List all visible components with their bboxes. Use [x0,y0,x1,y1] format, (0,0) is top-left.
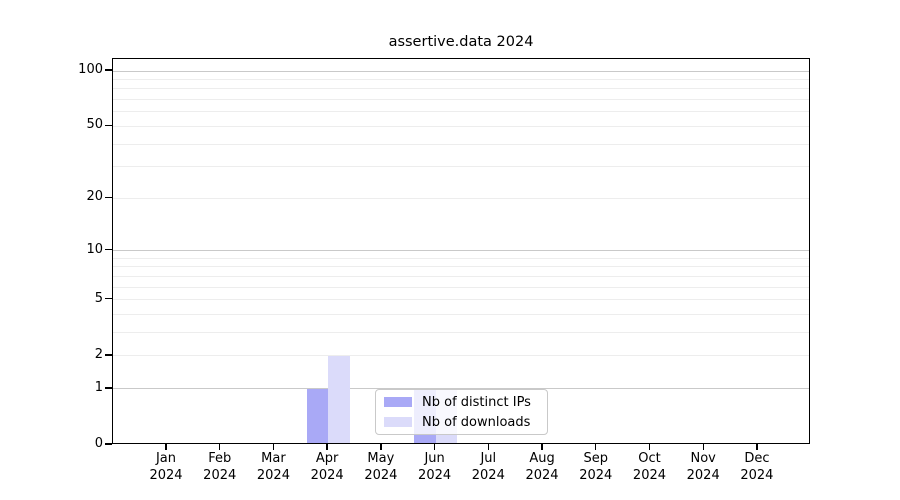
gridline [113,299,809,301]
gridline [113,125,809,127]
x-tick-label: Feb 2024 [188,450,252,484]
y-tick-mark [105,69,112,71]
x-tick-mark [756,444,758,450]
x-tick-mark [165,444,167,450]
gridline [113,88,809,90]
y-tick-mark [105,387,112,389]
gridline [113,275,809,277]
x-tick-month: Sep [583,451,608,466]
x-tick-year: 2024 [203,468,237,483]
y-tick-mark [105,443,112,445]
gridline [113,314,809,316]
y-tick-label: 5 [94,290,103,306]
x-tick-year: 2024 [632,468,667,483]
x-tick-label: Jun 2024 [403,450,467,484]
bar-downloads-apr [328,355,350,444]
gridline [113,355,809,357]
x-tick-month: Dec [744,451,770,466]
gridline-major [113,250,809,252]
x-tick-label: Sep 2024 [564,450,628,484]
x-tick-mark [487,444,489,450]
legend-label-downloads: Nb of downloads [422,414,531,430]
x-tick-month: Jul [480,451,497,466]
gridline [113,197,809,199]
y-tick-label: 100 [78,62,103,77]
x-tick-label: Jul 2024 [456,450,520,484]
legend-swatch-distinct-ips-icon [384,397,412,407]
x-tick-mark [595,444,597,450]
legend: Nb of distinct IPs Nb of downloads [375,389,548,435]
x-tick-mark [433,444,436,450]
y-tick-mark [105,248,112,251]
legend-swatch-downloads-icon [384,417,412,427]
x-tick-month: Mar [261,451,286,466]
y-tick-mark [105,298,112,300]
x-tick-year: 2024 [686,468,720,483]
y-tick-label: 50 [86,117,103,133]
x-tick-mark [380,444,382,450]
x-tick-year: 2024 [256,468,290,483]
gridline [113,78,809,80]
gridline [113,143,809,145]
plot-area: Nb of distinct IPs Nb of downloads [112,58,810,444]
x-tick-label: Dec 2024 [725,450,789,484]
x-tick-label: Aug 2024 [510,450,574,484]
gridline [113,266,809,268]
chart-title: assertive.data 2024 [388,34,534,50]
gridline [113,111,809,113]
x-tick-month: Feb [208,451,232,466]
x-tick-year: 2024 [471,468,505,483]
x-tick-year: 2024 [149,468,183,483]
x-tick-month: Oct [638,451,661,466]
x-tick-month: Apr [315,451,339,466]
x-tick-mark [219,444,221,450]
x-tick-month: May [367,451,395,466]
y-tick-label: 10 [86,241,103,257]
x-tick-year: 2024 [364,468,398,483]
x-tick-mark [702,444,704,450]
y-tick-mark [105,354,112,356]
y-tick-label: 0 [94,436,103,451]
x-tick-month: Jan [155,451,177,466]
gridline [113,286,809,288]
y-tick-mark [105,196,112,198]
bar-distinct-ips-apr [306,388,329,444]
legend-label-distinct-ips: Nb of distinct IPs [422,394,531,410]
x-tick-label: Nov 2024 [671,450,735,484]
gridline [113,332,809,334]
x-tick-label: Mar 2024 [241,450,305,484]
x-tick-label: Apr 2024 [295,450,359,484]
x-tick-year: 2024 [310,468,344,483]
x-tick-label: Oct 2024 [617,450,681,484]
x-tick-mark [326,444,328,450]
x-tick-month: Nov [690,451,716,466]
x-tick-year: 2024 [740,468,774,483]
x-tick-month: Jun [424,451,445,466]
x-tick-mark [541,444,543,450]
x-tick-month: Aug [529,451,555,466]
gridline-major [113,388,809,390]
x-tick-mark [648,444,651,450]
x-tick-mark [272,444,275,450]
legend-item-distinct-ips: Nb of distinct IPs [376,395,547,410]
y-tick-label: 20 [86,189,103,205]
legend-item-downloads: Nb of downloads [376,415,547,430]
x-tick-year: 2024 [525,468,559,483]
x-tick-label: May 2024 [349,450,413,484]
y-tick-label: 2 [94,346,103,362]
y-tick-mark [105,124,112,127]
gridline [113,257,809,259]
gridline-major [113,70,809,72]
gridline [113,99,809,101]
x-tick-year: 2024 [418,468,452,483]
x-tick-year: 2024 [579,468,613,483]
y-tick-label: 1 [94,379,103,395]
x-tick-label: Jan 2024 [134,450,198,484]
gridline [113,166,809,168]
